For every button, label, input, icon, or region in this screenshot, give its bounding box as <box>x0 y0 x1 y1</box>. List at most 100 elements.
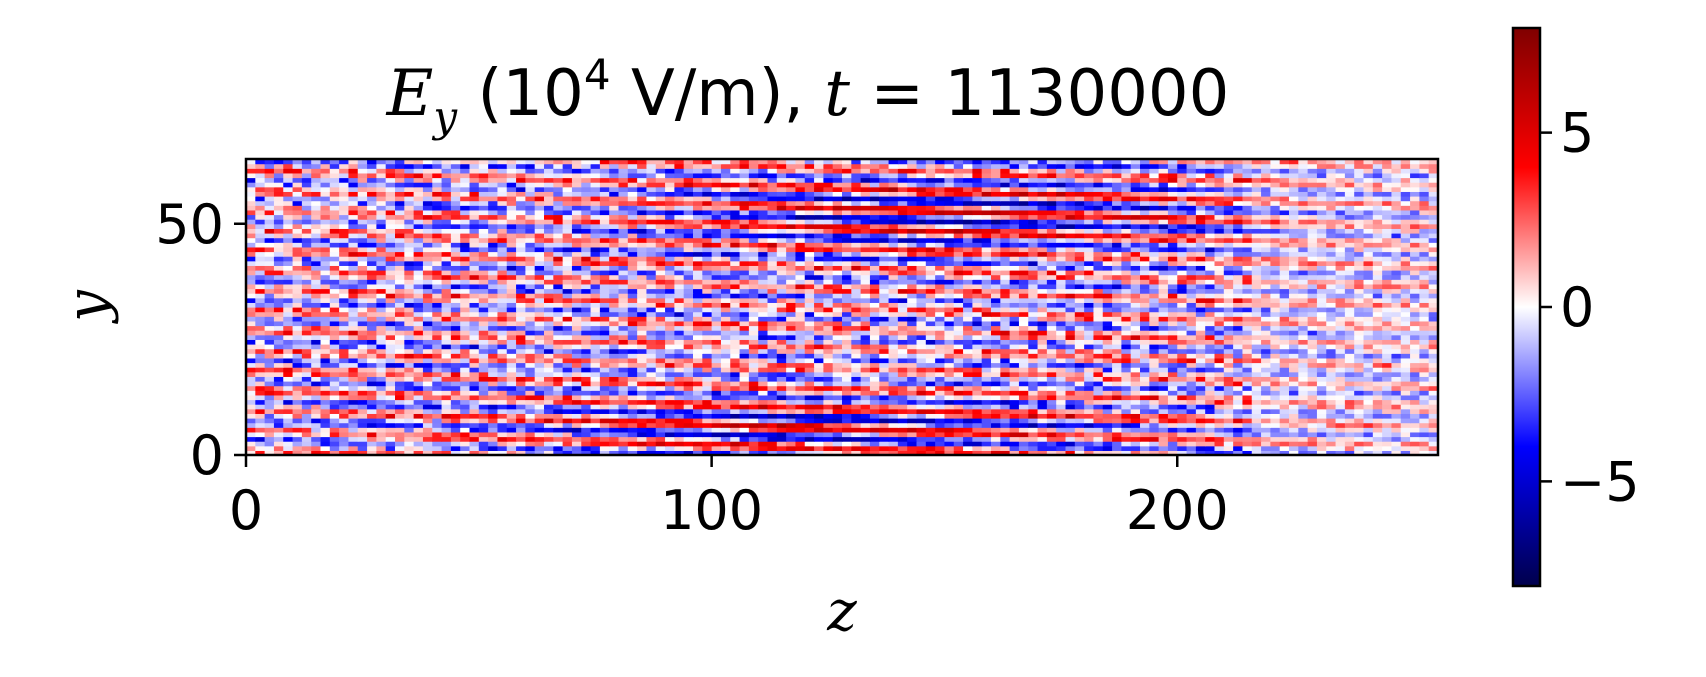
heatmap-cell <box>1065 311 1076 317</box>
heatmap-cell <box>1037 404 1048 410</box>
heatmap-cell <box>888 330 899 336</box>
heatmap-cell <box>441 413 452 419</box>
heatmap-cell <box>301 279 312 285</box>
heatmap-cell <box>273 288 284 294</box>
heatmap-cell <box>1140 302 1150 308</box>
heatmap-cell <box>1065 381 1076 387</box>
heatmap-cell <box>1121 283 1132 290</box>
heatmap-cell <box>255 307 266 313</box>
heatmap-cell <box>506 436 517 442</box>
heatmap-cell <box>283 274 294 280</box>
heatmap-cell <box>1149 307 1160 313</box>
heatmap-cell <box>646 297 657 303</box>
heatmap-cell <box>590 357 601 364</box>
heatmap-cell <box>1391 348 1402 354</box>
heatmap-cell <box>1251 302 1262 308</box>
heatmap-cell <box>385 450 396 456</box>
heatmap-cell <box>776 307 787 313</box>
heatmap-cell <box>1223 348 1234 354</box>
heatmap-cell <box>1279 288 1290 294</box>
heatmap-cell <box>1233 394 1244 401</box>
heatmap-cell <box>264 288 275 294</box>
heatmap-cell <box>432 288 443 294</box>
heatmap-cell <box>1289 399 1299 405</box>
heatmap-cell <box>581 418 592 424</box>
heatmap-cell <box>991 413 1001 419</box>
heatmap-cell <box>590 283 601 290</box>
heatmap-cell <box>814 325 824 331</box>
heatmap-cell <box>767 316 778 322</box>
heatmap-cell <box>413 353 424 359</box>
heatmap-cell <box>339 427 350 433</box>
heatmap-cell <box>1149 348 1160 354</box>
heatmap-cell <box>1233 390 1244 396</box>
heatmap-cell <box>441 371 452 377</box>
heatmap-cell <box>1130 422 1141 428</box>
heatmap-cell <box>1037 283 1048 290</box>
heatmap-cell <box>1270 362 1281 368</box>
heatmap-cell <box>1028 450 1039 456</box>
heatmap-cell <box>851 353 862 359</box>
heatmap-cell <box>599 274 610 280</box>
heatmap-cell <box>637 288 648 294</box>
heatmap-cell <box>1279 311 1290 317</box>
heatmap-cell <box>506 404 517 410</box>
heatmap-cell <box>1093 283 1104 290</box>
heatmap-cell <box>376 348 387 354</box>
heatmap-cell <box>1065 450 1076 456</box>
heatmap-cell <box>1046 418 1057 424</box>
heatmap-cell <box>246 348 256 354</box>
heatmap-cell <box>1149 330 1160 336</box>
heatmap-cell <box>646 274 657 280</box>
heatmap-cell <box>525 431 536 438</box>
heatmap-cell <box>1009 297 1020 303</box>
heatmap-cell <box>581 288 592 294</box>
heatmap-cell <box>674 367 685 373</box>
heatmap-cell <box>1233 353 1244 359</box>
heatmap-cell <box>497 390 508 396</box>
heatmap-cell <box>376 353 387 359</box>
heatmap-cell <box>506 325 517 331</box>
heatmap-cell <box>506 311 517 317</box>
heatmap-cell <box>1084 344 1095 350</box>
heatmap-cell <box>637 344 648 350</box>
heatmap-cell <box>264 339 275 345</box>
heatmap-cell <box>571 325 582 331</box>
heatmap-cell <box>991 381 1001 387</box>
heatmap-cell <box>1223 436 1234 442</box>
heatmap-cell <box>1382 367 1393 373</box>
heatmap-cell <box>1130 427 1141 433</box>
heatmap-cell <box>693 371 703 377</box>
heatmap-cell <box>720 283 731 290</box>
heatmap-cell <box>590 404 601 410</box>
heatmap-cell <box>609 399 620 405</box>
heatmap-cell <box>432 279 443 285</box>
heatmap-cell <box>1028 390 1039 396</box>
heatmap-cell <box>674 357 685 364</box>
heatmap-cell <box>730 376 741 382</box>
heatmap-cell <box>1130 385 1141 391</box>
heatmap-cell <box>665 283 675 290</box>
heatmap-cell <box>469 371 480 377</box>
heatmap-cell <box>730 344 741 350</box>
heatmap-cell <box>897 418 908 424</box>
heatmap-cell <box>395 445 405 451</box>
heatmap-cell <box>1130 334 1141 340</box>
heatmap-cell <box>1130 399 1141 405</box>
heatmap-cell <box>348 293 359 299</box>
heatmap-cell <box>991 302 1001 308</box>
heatmap-cell <box>1251 316 1262 322</box>
heatmap-cell <box>544 404 554 410</box>
heatmap-cell <box>534 283 545 290</box>
heatmap-cell <box>534 334 545 340</box>
heatmap-cell <box>1046 320 1057 327</box>
heatmap-cell <box>1140 344 1150 350</box>
heatmap-cell <box>1000 353 1011 359</box>
heatmap-cell <box>460 274 471 280</box>
heatmap-cell <box>376 399 387 405</box>
heatmap-cell <box>320 381 331 387</box>
heatmap-cell <box>814 339 824 345</box>
heatmap-cell <box>842 376 852 382</box>
heatmap-cell <box>907 297 918 303</box>
heatmap-cell <box>1279 344 1290 350</box>
